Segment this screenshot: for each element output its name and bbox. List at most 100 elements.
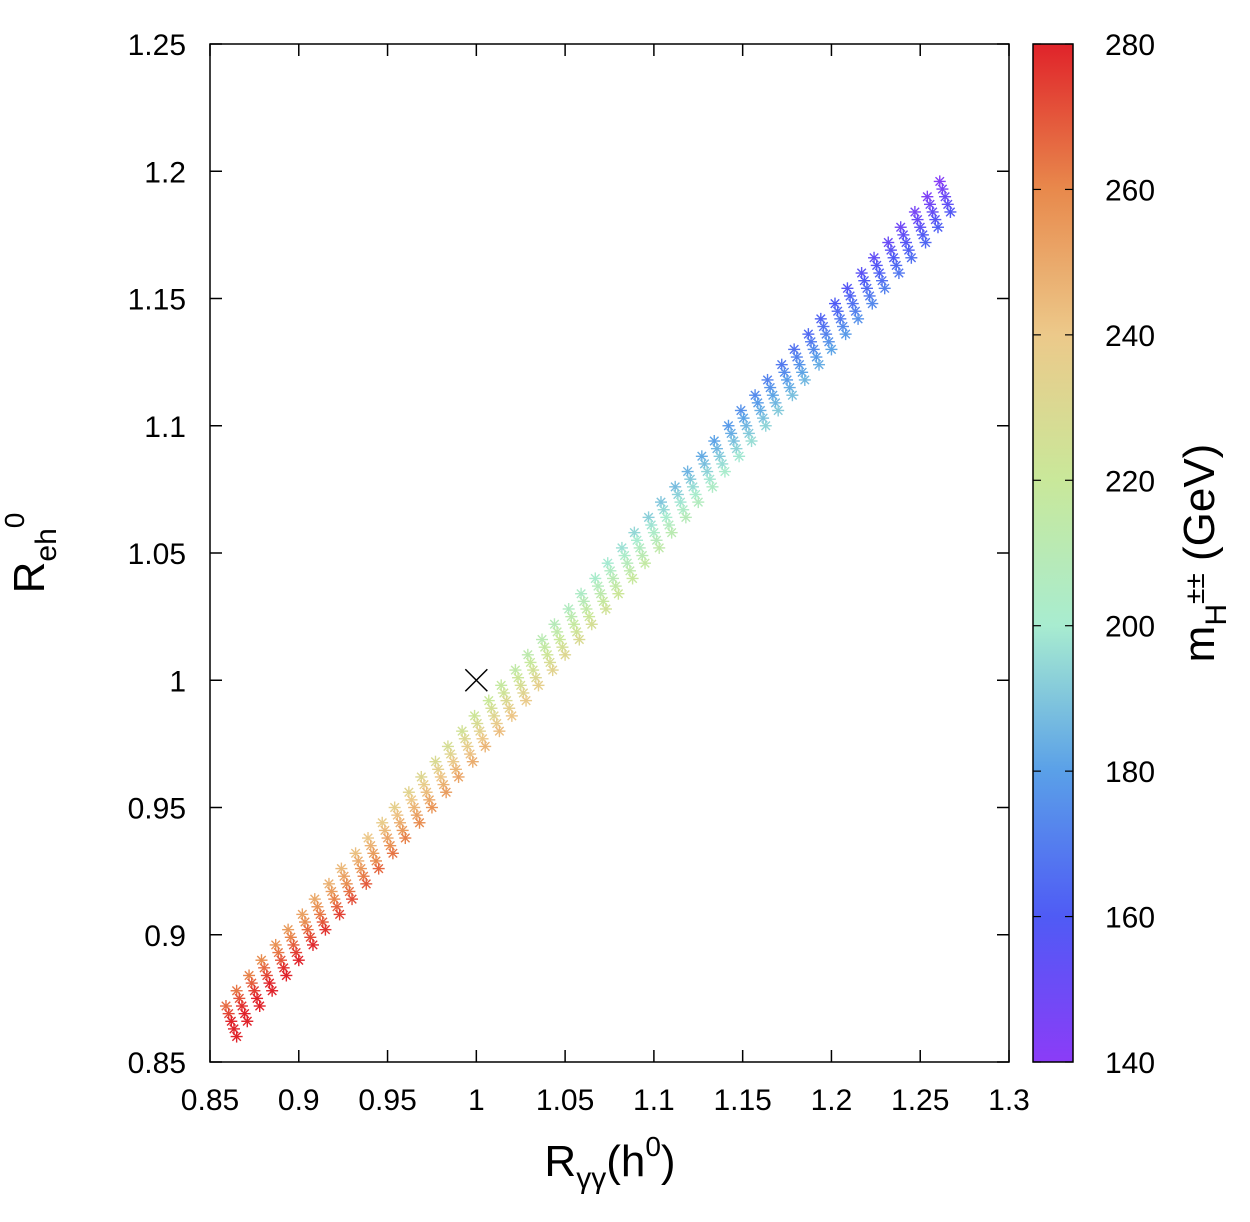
y-tick-label: 1.1 bbox=[144, 411, 186, 444]
colorbar-tick-label: 220 bbox=[1105, 465, 1155, 498]
y-axis-title: Reh0 bbox=[0, 513, 63, 594]
scatter-point bbox=[615, 541, 628, 554]
x-tick-label: 1 bbox=[468, 1084, 485, 1117]
scatter-point bbox=[505, 709, 518, 722]
scatter-point bbox=[253, 1000, 266, 1013]
scatter-point bbox=[849, 305, 862, 318]
x-tick-label: 1.3 bbox=[988, 1084, 1030, 1117]
scatter-point bbox=[931, 221, 944, 234]
scatter-point bbox=[718, 465, 731, 478]
y-tick-label: 0.95 bbox=[128, 793, 186, 826]
y-tick-label: 0.85 bbox=[128, 1047, 186, 1080]
scatter-point bbox=[679, 511, 692, 524]
scatter-point bbox=[425, 801, 438, 814]
scatter-point bbox=[546, 664, 559, 677]
scatter-point bbox=[241, 1015, 254, 1028]
scatter-point bbox=[626, 572, 639, 585]
x-tick-label: 0.95 bbox=[358, 1084, 416, 1117]
colorbar-tick-label: 260 bbox=[1105, 174, 1155, 207]
scatter-point bbox=[813, 358, 826, 371]
scatter-point bbox=[863, 289, 876, 302]
scatter-point bbox=[612, 587, 625, 600]
scatter-point bbox=[798, 373, 811, 386]
reference-point-marker bbox=[464, 668, 488, 692]
scatter-point bbox=[452, 770, 465, 783]
scatter-point bbox=[493, 725, 506, 738]
scatter-point bbox=[292, 954, 305, 967]
scatter-point bbox=[733, 450, 746, 463]
scatter-point bbox=[692, 496, 705, 509]
colorbar-axis: 140 160 180 200 220 240 260 280 bbox=[1033, 29, 1155, 1080]
scatter-point bbox=[520, 694, 533, 707]
scatter-point bbox=[485, 702, 498, 715]
scatter-point bbox=[759, 419, 772, 432]
scatter-point bbox=[772, 404, 785, 417]
colorbar-tick-label: 280 bbox=[1105, 29, 1155, 62]
scatter-point bbox=[866, 297, 879, 310]
colorbar-tick-label: 160 bbox=[1105, 902, 1155, 935]
x-tick-label: 1.2 bbox=[811, 1084, 853, 1117]
x-tick-label: 0.9 bbox=[278, 1084, 320, 1117]
scatter-point bbox=[919, 236, 932, 249]
scatter-point bbox=[346, 893, 359, 906]
scatter-point bbox=[559, 648, 572, 661]
scatter-point bbox=[405, 793, 418, 806]
scatter-point bbox=[360, 877, 373, 890]
x-axis-title: Rγγ(h0) bbox=[544, 1131, 675, 1195]
scatter-point bbox=[440, 786, 453, 799]
scatter-point bbox=[839, 328, 852, 341]
x-tick-label: 1.15 bbox=[713, 1084, 771, 1117]
colorbar-tick-label: 140 bbox=[1105, 1047, 1155, 1080]
colorbar-title: mH±± (GeV) bbox=[1175, 444, 1233, 663]
scatter-point bbox=[745, 435, 758, 448]
points-layer bbox=[219, 175, 957, 1043]
x-axis: 0.85 0.9 0.95 1 1.05 1.1 1.15 1.2 1.25 1.3 bbox=[181, 44, 1030, 1117]
scatter-point bbox=[319, 923, 332, 936]
scatter-point bbox=[639, 557, 652, 570]
scatter-point bbox=[280, 969, 293, 982]
scatter-point bbox=[333, 908, 346, 921]
colorbar bbox=[1032, 43, 1074, 1063]
scatter-point bbox=[372, 862, 385, 875]
x-tick-label: 0.85 bbox=[181, 1084, 239, 1117]
x-tick-label: 1.25 bbox=[891, 1084, 949, 1117]
scatter-point bbox=[591, 580, 604, 593]
y-tick-label: 1.05 bbox=[128, 538, 186, 571]
scatter-point bbox=[944, 205, 957, 218]
scatter-point bbox=[825, 343, 838, 356]
scatter-point bbox=[413, 816, 426, 829]
scatter-point bbox=[706, 480, 719, 493]
y-tick-label: 1.15 bbox=[128, 284, 186, 317]
y-tick-label: 1.25 bbox=[128, 29, 186, 62]
y-tick-label: 1.2 bbox=[144, 156, 186, 189]
scatter-point bbox=[370, 854, 383, 867]
scatter-point bbox=[653, 541, 666, 554]
scatter-point bbox=[479, 740, 492, 753]
y-tick-label: 0.9 bbox=[144, 920, 186, 953]
scatter-point bbox=[532, 679, 545, 692]
scatter-point bbox=[623, 564, 636, 577]
scatter-point bbox=[306, 938, 319, 951]
scatter-point bbox=[905, 251, 918, 264]
plot-area bbox=[210, 44, 1009, 1062]
scatter-point bbox=[892, 267, 905, 280]
scatter-point bbox=[665, 526, 678, 539]
scatter-point bbox=[399, 832, 412, 845]
scatter-point bbox=[786, 389, 799, 402]
scatter-point bbox=[878, 282, 891, 295]
x-tick-label: 1.05 bbox=[536, 1084, 594, 1117]
reference-layer bbox=[464, 668, 488, 692]
scatter-point bbox=[852, 312, 865, 325]
scatter-point bbox=[573, 633, 586, 646]
scatter-point bbox=[466, 755, 479, 768]
scatter-point bbox=[266, 984, 279, 997]
x-tick-label: 1.1 bbox=[633, 1084, 675, 1117]
scatter-point bbox=[599, 602, 612, 615]
scatter-point bbox=[585, 618, 598, 631]
y-tick-label: 1 bbox=[169, 665, 186, 698]
scatter-point bbox=[386, 847, 399, 860]
y-axis: 0.85 0.9 0.95 1 1.05 1.1 1.15 1.2 1.25 bbox=[128, 29, 1009, 1080]
colorbar-tick-label: 200 bbox=[1105, 611, 1155, 644]
